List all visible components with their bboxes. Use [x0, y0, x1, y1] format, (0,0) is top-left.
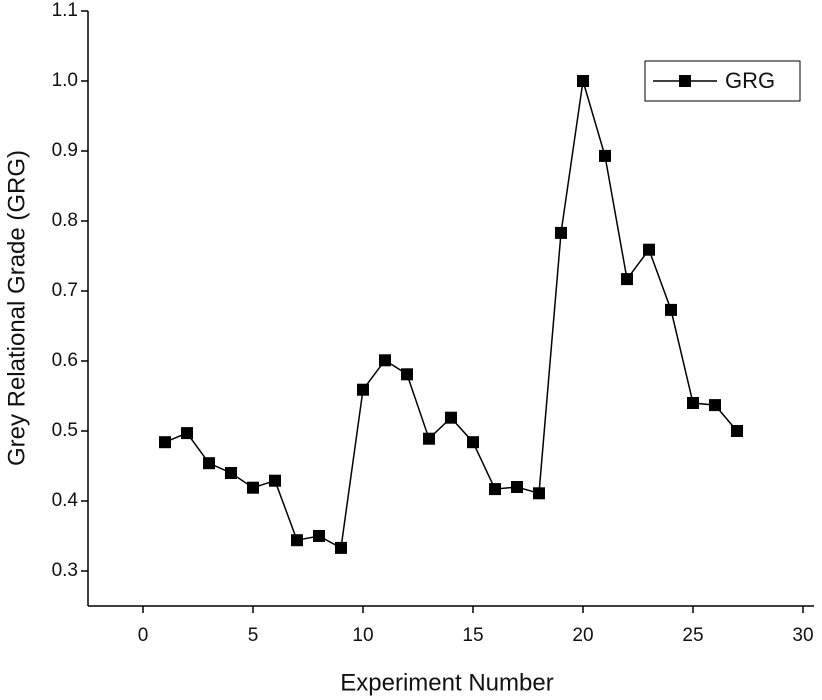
marker: [621, 273, 633, 286]
marker: [467, 436, 479, 449]
series-line: [164, 80, 738, 550]
legend-marker: [679, 75, 691, 87]
y-tick-label: 0.5: [52, 420, 78, 441]
legend-box: [644, 60, 801, 102]
y-tick-label: 0.8: [52, 210, 78, 231]
marker: [247, 481, 259, 494]
y-tick-label: 1.0: [52, 70, 78, 91]
x-tick-label: 20: [572, 625, 593, 646]
marker: [511, 481, 523, 493]
marker: [643, 243, 655, 256]
y-tick-label: 0.9: [52, 140, 78, 161]
marker: [335, 541, 347, 554]
y-tick-label: 0.7: [52, 280, 78, 301]
marker: [665, 303, 677, 316]
marker: [379, 354, 391, 367]
marker: [533, 487, 545, 500]
y-tick-label: 0.4: [52, 490, 79, 511]
legend-label: GRG: [725, 68, 775, 93]
marker: [687, 397, 699, 409]
marker: [555, 226, 567, 239]
marker: [225, 467, 237, 479]
x-tick-label: 15: [462, 625, 483, 646]
y-tick-label: 0.6: [52, 350, 78, 371]
x-tick-label: 30: [792, 625, 813, 646]
marker: [181, 427, 193, 440]
x-axis-title: Experiment Number: [340, 669, 553, 696]
x-tick-label: 0: [138, 625, 149, 646]
marker: [599, 149, 611, 162]
marker: [423, 432, 435, 445]
marker: [489, 483, 501, 496]
marker: [577, 75, 589, 87]
marker: [291, 534, 303, 547]
y-axis-title: Grey Relational Grade (GRG): [3, 150, 30, 466]
marker: [445, 411, 457, 424]
marker: [313, 530, 325, 542]
x-tick-label: 10: [352, 625, 373, 646]
marker: [357, 383, 369, 396]
marker: [269, 474, 281, 487]
marker: [709, 399, 721, 412]
x-tick-label: 25: [682, 625, 703, 646]
marker: [159, 436, 171, 449]
y-tick-label: 1.1: [52, 0, 78, 21]
marker: [203, 457, 215, 470]
marker: [731, 425, 743, 437]
x-tick-label: 5: [248, 625, 259, 646]
y-tick-label: 0.3: [52, 560, 78, 581]
marker: [401, 368, 413, 381]
